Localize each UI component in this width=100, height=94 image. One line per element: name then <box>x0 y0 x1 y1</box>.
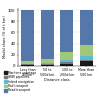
Bar <box>80 45 93 56</box>
Bar <box>41 65 54 66</box>
Bar <box>80 56 93 60</box>
Bar <box>60 60 73 63</box>
Bar <box>41 59 54 63</box>
X-axis label: Distance class: Distance class <box>44 78 70 82</box>
Bar <box>41 10 54 59</box>
Bar <box>80 61 93 66</box>
Legend: Maritime cabotage, IWW pipelines, Inland navigation, Rail transport, Road transp: Maritime cabotage, IWW pipelines, Inland… <box>4 71 36 92</box>
Y-axis label: Modal share (% of t km): Modal share (% of t km) <box>3 15 7 58</box>
Bar <box>60 52 73 60</box>
Bar <box>60 10 73 52</box>
Bar <box>41 64 54 65</box>
Bar <box>41 63 54 64</box>
Bar <box>80 10 93 45</box>
Bar <box>60 64 73 66</box>
Bar <box>21 64 34 65</box>
Bar <box>21 61 34 64</box>
Bar <box>60 63 73 64</box>
Bar <box>21 10 34 61</box>
Bar <box>80 60 93 61</box>
Bar <box>21 65 34 66</box>
